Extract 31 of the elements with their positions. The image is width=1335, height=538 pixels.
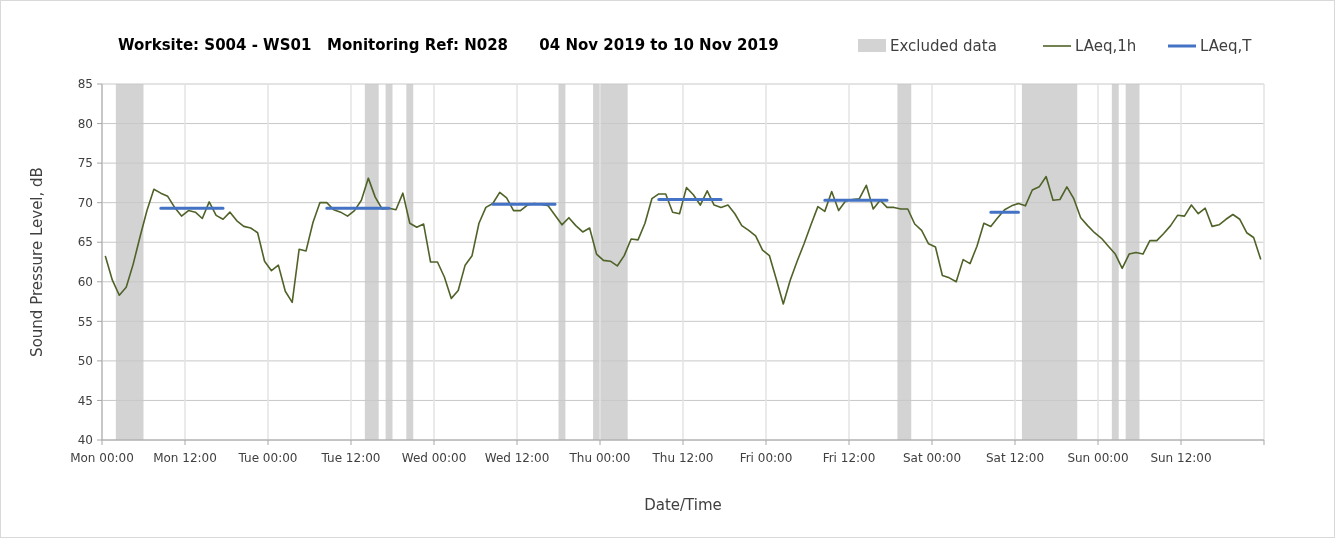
x-tick-label: Sun 12:00 bbox=[1150, 451, 1212, 465]
y-axis-title: Sound Pressure Level, dB bbox=[28, 167, 46, 357]
x-tick-label: Thu 12:00 bbox=[651, 451, 714, 465]
x-tick-label: Sat 00:00 bbox=[902, 451, 962, 465]
x-tick-label: Tue 12:00 bbox=[320, 451, 381, 465]
y-tick-label: 85 bbox=[77, 77, 93, 92]
y-tick-label: 55 bbox=[77, 314, 93, 329]
y-tick-label: 65 bbox=[77, 235, 93, 250]
y-tick-label: 70 bbox=[77, 195, 93, 210]
x-tick-label: Mon 00:00 bbox=[70, 451, 134, 465]
x-tick-label: Mon 12:00 bbox=[153, 451, 217, 465]
line-series bbox=[104, 175, 1262, 305]
x-tick-label: Fri 00:00 bbox=[739, 451, 793, 465]
y-tick-label: 75 bbox=[77, 156, 93, 171]
x-tick-label: Wed 00:00 bbox=[401, 451, 467, 465]
y-tick-label: 60 bbox=[77, 274, 93, 289]
legend-label: Excluded data bbox=[890, 37, 997, 56]
legend-label: LAeq,T bbox=[1200, 37, 1253, 56]
y-tick-label: 45 bbox=[77, 393, 93, 408]
y-tick-label: 80 bbox=[77, 116, 93, 131]
y-tick-label: 50 bbox=[77, 354, 93, 369]
x-tick-label: Wed 12:00 bbox=[484, 451, 550, 465]
chart-title: Worksite: S004 - WS01 Monitoring Ref: N028 04 Nov 2019 to 10 Nov 2019 bbox=[118, 36, 779, 54]
x-axis-title: Date/Time bbox=[644, 496, 722, 514]
x-tick-label: Sat 12:00 bbox=[985, 451, 1045, 465]
x-tick-label: Thu 00:00 bbox=[568, 451, 631, 465]
x-tick-label: Tue 00:00 bbox=[237, 451, 298, 465]
legend-label: LAeq,1h bbox=[1075, 37, 1137, 56]
x-tick-label: Fri 12:00 bbox=[822, 451, 876, 465]
y-tick-label: 40 bbox=[77, 433, 93, 448]
x-tick-label: Sun 00:00 bbox=[1067, 451, 1129, 465]
